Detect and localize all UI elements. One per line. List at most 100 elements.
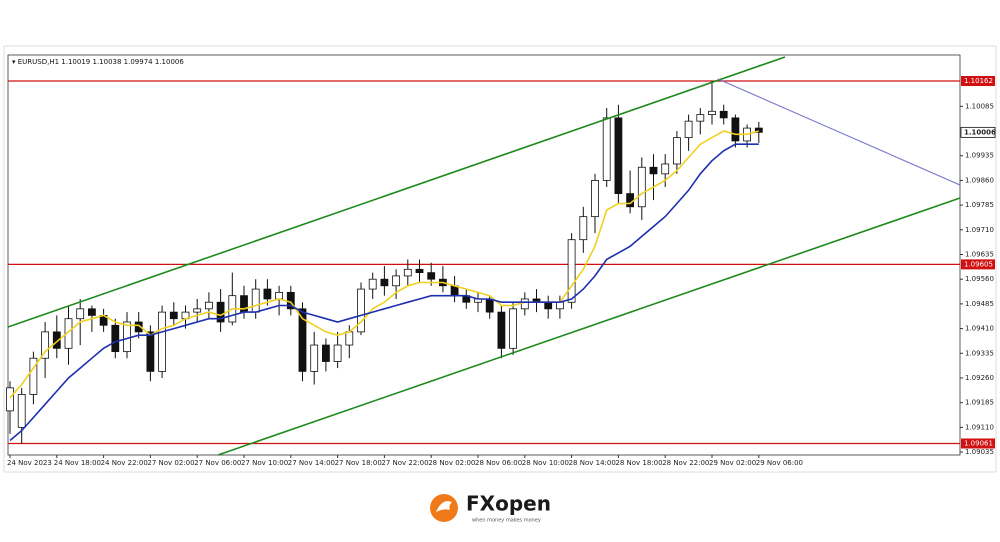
y-tick-label: 1.09860 [965,176,994,184]
candle-body [29,357,38,395]
candle-body [204,301,213,310]
logo: FXopen when money makes money [430,492,551,524]
candle-body [708,110,716,115]
candle-body [134,321,143,333]
y-tick-label: 1.09110 [965,423,994,431]
candle-body [485,298,494,313]
level-label: 1.09605 [964,260,993,268]
y-tick-label: 1.09410 [965,325,994,333]
candle-body [497,311,506,349]
level-label-box [961,438,995,449]
brand-tagline: when money makes money [472,518,541,524]
header-close: 1.10006 [155,58,184,66]
candle-body [509,308,518,349]
candle-body [88,308,96,316]
candle-body [76,308,85,320]
candle-body [263,288,272,300]
y-tick-label: 1.10085 [965,102,994,110]
candle-body [158,311,167,372]
candle-body [731,117,740,142]
trend-line [717,78,961,186]
channel-upper [7,56,786,328]
header-low: 1.09974 [124,58,153,66]
x-tick-label: 28 Nov 22:00 [662,459,709,467]
candle-body [64,318,73,349]
y-tick-label: 1.09710 [965,226,994,234]
header-high: 1.10038 [92,58,121,66]
candle-body [111,324,120,353]
candle-body [240,295,248,313]
moving-average [9,143,759,442]
candle-body [368,278,377,290]
y-tick-label: 1.09485 [965,300,994,308]
candle-body [298,308,307,372]
plot-area [7,54,961,456]
channel-lower [217,197,961,456]
candle-body [403,268,412,277]
x-tick-label: 28 Nov 10:00 [522,459,569,467]
x-tick-label: 28 Nov 06:00 [475,459,522,467]
candle-body [6,387,14,412]
candle-body [626,193,634,208]
candle-body [146,331,155,372]
candle-body [684,120,693,139]
candle-body [673,137,681,165]
candle-body [251,288,260,313]
x-tick-label: 24 Nov 18:00 [54,459,101,467]
candle-body [380,278,389,287]
candle-body [602,117,611,181]
x-tick-label: 28 Nov 02:00 [428,459,475,467]
y-tick-label: 1.09185 [965,399,994,407]
candle-body [591,180,599,218]
level-label: 1.09061 [964,439,993,447]
level-label-box [961,76,995,87]
price-box [960,126,996,138]
candle-body [392,275,401,287]
candle-body [321,344,330,362]
x-tick-label: 27 Nov 10:00 [241,459,288,467]
logo-mark [436,501,452,512]
candle-body [579,216,588,241]
candle-body [216,301,225,323]
x-tick-label: 24 Nov 2023 [7,459,52,467]
price-label: 1.10006 [964,128,996,136]
y-tick-label: 1.09935 [965,152,994,160]
candle-body [649,166,658,175]
x-tick-label: 24 Nov 22:00 [101,459,148,467]
candle-body [544,301,553,310]
level-label-box [961,259,995,270]
candle-body [345,331,354,346]
level-label: 1.10162 [964,77,993,85]
x-tick-label: 27 Nov 22:00 [381,459,428,467]
candle-body [614,117,623,195]
x-tick-label: 27 Nov 02:00 [147,459,194,467]
x-tick-label: 29 Nov 06:00 [756,459,803,467]
candle-body [696,114,705,122]
candle-body [661,163,670,175]
header: ▾ EURUSD,H1 1.10019 1.10038 1.09974 1.10… [12,58,184,66]
y-tick-label: 1.09035 [965,448,994,456]
plot [6,80,960,445]
candle-body [427,272,436,280]
y-tick-label: 1.09260 [965,374,994,382]
candle-body [556,301,564,310]
brand-name: FXopen [466,492,551,516]
candle-body [275,291,284,300]
candle-body [415,268,424,274]
y-tick-label: 1.09635 [965,251,994,259]
symbol: EURUSD,H1 [18,58,59,66]
x-tick-label: 27 Nov 14:00 [288,459,335,467]
candle-body [719,110,728,119]
x-tick-label: 27 Nov 18:00 [335,459,382,467]
x-tick-label: 27 Nov 06:00 [194,459,241,467]
x-tick-label: 28 Nov 18:00 [615,459,662,467]
candle-body [169,311,178,320]
candle-body [520,298,529,310]
y-tick-label: 1.09335 [965,349,994,357]
candle-body [193,308,202,313]
x-tick-label: 28 Nov 14:00 [569,459,616,467]
candle-body [310,344,319,372]
candle-body [17,394,26,428]
